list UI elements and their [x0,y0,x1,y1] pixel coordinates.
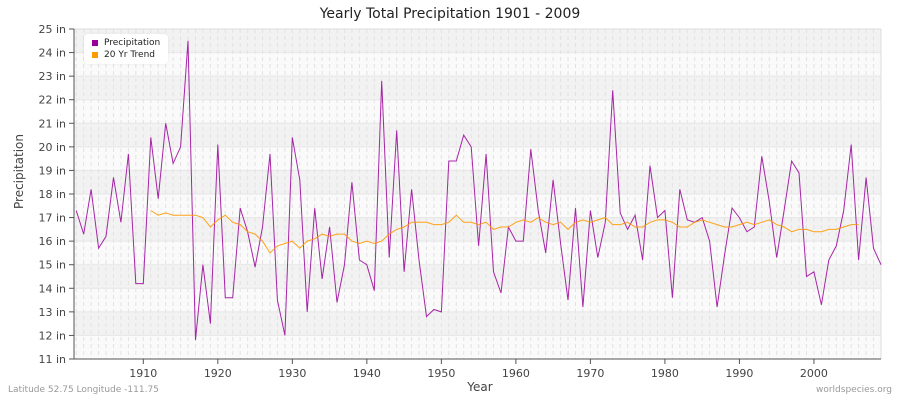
svg-text:15 in: 15 in [38,259,66,272]
svg-text:21 in: 21 in [38,117,66,130]
svg-text:17 in: 17 in [38,212,66,225]
legend-item-trend: 20 Yr Trend [92,49,160,61]
svg-text:1930: 1930 [278,367,306,380]
svg-text:1990: 1990 [725,367,753,380]
chart-title: Yearly Total Precipitation 1901 - 2009 [319,6,581,22]
x-axis-label: Year [467,380,493,394]
svg-text:1950: 1950 [427,367,455,380]
svg-text:1980: 1980 [651,367,679,380]
precipitation-swatch-icon [92,40,98,46]
svg-text:14 in: 14 in [38,282,66,295]
trend-line [150,210,859,254]
legend-item-precipitation: Precipitation [92,37,160,49]
svg-text:19 in: 19 in [38,164,66,177]
svg-text:23 in: 23 in [38,70,66,83]
svg-text:1920: 1920 [204,367,232,380]
svg-text:2000: 2000 [800,367,828,380]
svg-text:1970: 1970 [576,367,604,380]
svg-text:20 in: 20 in [38,141,66,154]
svg-text:1910: 1910 [129,367,157,380]
svg-text:1940: 1940 [353,367,381,380]
svg-text:16 in: 16 in [38,235,66,248]
svg-text:24 in: 24 in [38,47,66,60]
coordinates-label: Latitude 52.75 Longitude -111.75 [8,385,159,395]
svg-text:18 in: 18 in [38,188,66,201]
svg-text:1960: 1960 [502,367,530,380]
source-label: worldspecies.org [815,385,892,395]
svg-text:25 in: 25 in [38,23,66,36]
legend: Precipitation 20 Yr Trend [84,34,169,64]
legend-label: 20 Yr Trend [104,50,156,60]
precipitation-line [75,40,882,341]
svg-text:22 in: 22 in [38,94,66,107]
svg-text:11 in: 11 in [38,353,66,366]
trend-swatch-icon [92,52,98,58]
svg-text:12 in: 12 in [38,329,66,342]
legend-label: Precipitation [104,38,161,48]
svg-text:13 in: 13 in [38,306,66,319]
